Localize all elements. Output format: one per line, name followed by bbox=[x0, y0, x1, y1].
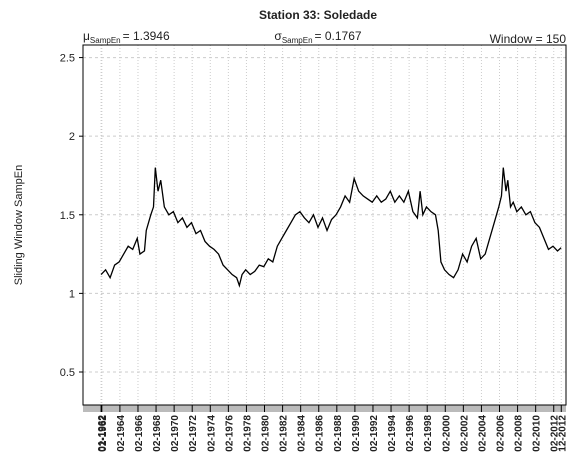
x-tick-label: 01-1962 bbox=[97, 415, 108, 452]
x-tick-label: 02-2006 bbox=[496, 415, 507, 452]
annotation-text: Window = 150 bbox=[490, 32, 567, 46]
annotation-subscript: SampEn bbox=[90, 36, 121, 45]
x-tick-label: 02-1988 bbox=[333, 415, 344, 452]
x-tick-label: 02-1966 bbox=[134, 415, 145, 452]
x-tick-label: 02-2004 bbox=[477, 415, 488, 452]
annotation-text: = 0.1767 bbox=[315, 29, 362, 43]
annotation-symbol: μ bbox=[83, 29, 90, 43]
x-tick-label: 02-2012 bbox=[550, 415, 561, 452]
annotation-text: = 1.3946 bbox=[123, 29, 170, 43]
y-tick-label: 2.5 bbox=[60, 53, 75, 65]
x-tick-label: 02-1980 bbox=[261, 415, 272, 452]
x-tick-label: 02-1994 bbox=[387, 415, 398, 452]
annotation: σSampEn = 0.1767 bbox=[274, 29, 361, 45]
x-tick-label: 02-1962 bbox=[98, 415, 109, 452]
y-axis-label: Sliding Window SampEn bbox=[13, 165, 25, 285]
series-line bbox=[100, 167, 562, 288]
x-tick-label: 02-1964 bbox=[116, 415, 127, 452]
date-strip bbox=[83, 405, 566, 412]
x-tick-label: 02-1982 bbox=[279, 415, 290, 452]
y-tick-label: 0.5 bbox=[60, 367, 75, 379]
x-tick-label: 02-1976 bbox=[224, 415, 235, 452]
x-tick-label: 02-2008 bbox=[514, 415, 525, 452]
annotation: Window = 150 bbox=[490, 32, 567, 46]
x-tick-label: 02-2000 bbox=[441, 415, 452, 452]
chart-title: Station 33: Soledade bbox=[259, 8, 377, 22]
x-tick-label: 02-1984 bbox=[297, 415, 308, 452]
x-tick-label: 02-1970 bbox=[170, 415, 181, 452]
y-tick-label: 2 bbox=[69, 131, 75, 143]
x-tick-label: 02-2002 bbox=[459, 415, 470, 452]
x-tick-label: 02-1990 bbox=[351, 415, 362, 452]
x-tick-label: 02-1998 bbox=[423, 415, 434, 452]
annotation-subscript: SampEn bbox=[282, 36, 313, 45]
x-tick-label: 02-1972 bbox=[188, 415, 199, 452]
x-tick-label: 12-2012 bbox=[557, 415, 568, 452]
annotation: μSampEn = 1.3946 bbox=[83, 29, 170, 45]
x-tick-label: 02-2010 bbox=[532, 415, 543, 452]
y-tick-label: 1 bbox=[69, 288, 75, 300]
x-tick-label: 02-1974 bbox=[206, 415, 217, 452]
x-tick-label: 02-1992 bbox=[369, 415, 380, 452]
x-tick-label: 02-1968 bbox=[152, 415, 163, 452]
y-tick-label: 1.5 bbox=[60, 210, 75, 222]
plot-frame bbox=[82, 44, 567, 406]
x-tick-label: 02-1996 bbox=[405, 415, 416, 452]
x-tick-label: 02-1986 bbox=[315, 415, 326, 452]
annotation-symbol: σ bbox=[274, 29, 282, 43]
x-tick-label: 02-1978 bbox=[242, 415, 253, 452]
